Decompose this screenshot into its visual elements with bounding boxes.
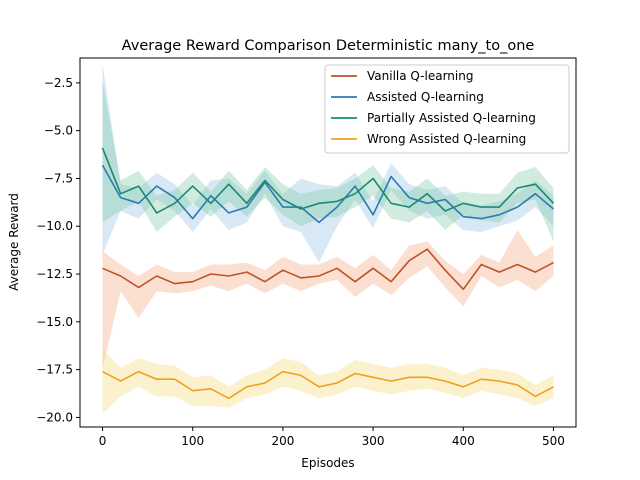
legend-box [324, 64, 570, 154]
x-tick-label: 500 [542, 434, 565, 448]
x-tick-label: 400 [452, 434, 475, 448]
line-partially-assisted-q-learning [101, 147, 555, 214]
x-axis-label: Episodes [301, 456, 354, 470]
legend: Vanilla Q-learning Assisted Q-learning Par… [324, 64, 570, 154]
y-tick-label: −15.0 [36, 315, 73, 329]
band-partially-assisted-q-learning [102, 80, 554, 242]
y-axis: −20.0 −17.5 −15.0 −12.5 −10.0 −7.5 −5.0 −2.5 [36, 76, 80, 424]
y-tick-label: −5.0 [44, 124, 73, 138]
x-tick-label: 100 [181, 434, 204, 448]
y-tick-label: −12.5 [36, 267, 73, 281]
line-wrong-assisted-q-learning [102, 370, 554, 400]
band-wrong-assisted-q-learning [102, 348, 554, 414]
plot-frame [79, 57, 577, 428]
x-tick-label: 0 [99, 434, 107, 448]
y-tick-label: −20.0 [36, 410, 73, 424]
series-lines [101, 147, 555, 400]
line-vanilla-q-learning [102, 248, 554, 291]
legend-label-vanilla-q-learning: Vanilla Q-learning [367, 69, 473, 83]
y-tick-label: −7.5 [44, 171, 73, 185]
y-tick-label: −2.5 [44, 76, 73, 90]
chart-title: Average Reward Comparison Deterministic … [122, 38, 535, 54]
x-tick-label: 300 [362, 434, 385, 448]
y-tick-label: −10.0 [36, 219, 73, 233]
legend-label-partially-assisted-q-learning: Partially Assisted Q-learning [367, 111, 536, 125]
y-tick-label: −17.5 [36, 363, 73, 377]
legend-label-wrong-assisted-q-learning: Wrong Assisted Q-learning [367, 132, 526, 146]
x-axis: 0 100 200 300 400 500 [99, 427, 565, 448]
legend-label-assisted-q-learning: Assisted Q-learning [367, 90, 484, 104]
y-axis-label: Average Reward [7, 193, 21, 291]
band-assisted-q-learning [102, 63, 554, 263]
x-tick-label: 200 [271, 434, 294, 448]
